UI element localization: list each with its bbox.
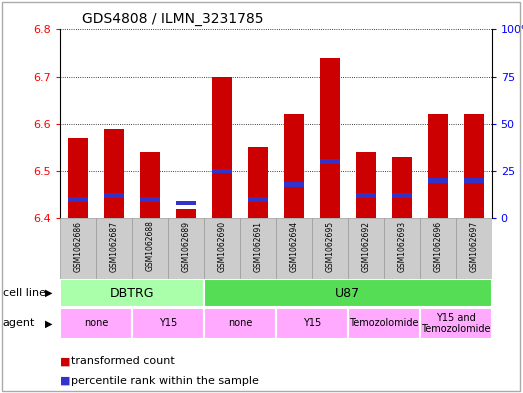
Text: GSM1062695: GSM1062695 [325,220,334,272]
Bar [140,197,160,202]
Bar [456,218,492,279]
Bar [240,218,276,279]
Bar [464,114,484,218]
Bar [284,114,304,218]
Text: GSM1062687: GSM1062687 [110,220,119,272]
Text: GSM1062693: GSM1062693 [397,220,406,272]
Text: GSM1062692: GSM1062692 [361,220,370,272]
Bar [320,159,340,164]
Bar [276,218,312,279]
Text: U87: U87 [335,286,360,300]
Text: ▶: ▶ [45,318,52,329]
Bar [464,178,484,183]
Text: Y15: Y15 [159,318,177,329]
Bar [356,193,376,198]
Bar [320,58,340,218]
Text: Y15: Y15 [303,318,321,329]
Bar [204,218,240,279]
Bar [132,218,168,279]
Bar [392,157,412,218]
Text: GSM1062696: GSM1062696 [433,220,442,272]
Text: GSM1062686: GSM1062686 [74,220,83,272]
Text: percentile rank within the sample: percentile rank within the sample [71,376,258,386]
Bar [168,218,204,279]
Bar [60,218,96,279]
Text: GSM1062688: GSM1062688 [145,220,154,272]
Bar [176,201,196,206]
Text: Y15 and
Temozolomide: Y15 and Temozolomide [421,313,491,334]
Bar [212,77,232,218]
Text: ▶: ▶ [45,288,52,298]
Text: GSM1062697: GSM1062697 [469,220,478,272]
Bar [419,308,492,339]
Text: ■: ■ [60,356,71,366]
Bar [248,197,268,202]
Bar [176,209,196,218]
Text: GSM1062694: GSM1062694 [289,220,298,272]
Bar [348,308,419,339]
Bar [212,169,232,173]
Bar [104,193,124,198]
Bar [60,308,132,339]
Text: DBTRG: DBTRG [110,286,154,300]
Bar [68,138,88,218]
Bar [392,193,412,198]
Bar [132,308,204,339]
Bar [104,129,124,218]
Text: cell line: cell line [3,288,46,298]
Bar [312,218,348,279]
Text: Temozolomide: Temozolomide [349,318,418,329]
Text: none: none [84,318,108,329]
Text: transformed count: transformed count [71,356,174,366]
Text: GSM1062691: GSM1062691 [254,220,263,272]
Text: GSM1062689: GSM1062689 [181,220,190,272]
Text: GDS4808 / ILMN_3231785: GDS4808 / ILMN_3231785 [82,12,263,26]
Bar [428,178,448,183]
Bar [140,152,160,218]
Bar [60,279,204,307]
Bar [419,218,456,279]
Bar [384,218,419,279]
Bar [348,218,384,279]
Bar [284,182,304,187]
Bar [96,218,132,279]
Bar [276,308,348,339]
Bar [428,114,448,218]
Bar [68,197,88,202]
Text: GSM1062690: GSM1062690 [218,220,226,272]
Text: none: none [228,318,252,329]
Bar [356,152,376,218]
Bar [204,279,492,307]
Text: agent: agent [3,318,35,329]
Text: ■: ■ [60,376,71,386]
Bar [248,147,268,218]
Bar [204,308,276,339]
